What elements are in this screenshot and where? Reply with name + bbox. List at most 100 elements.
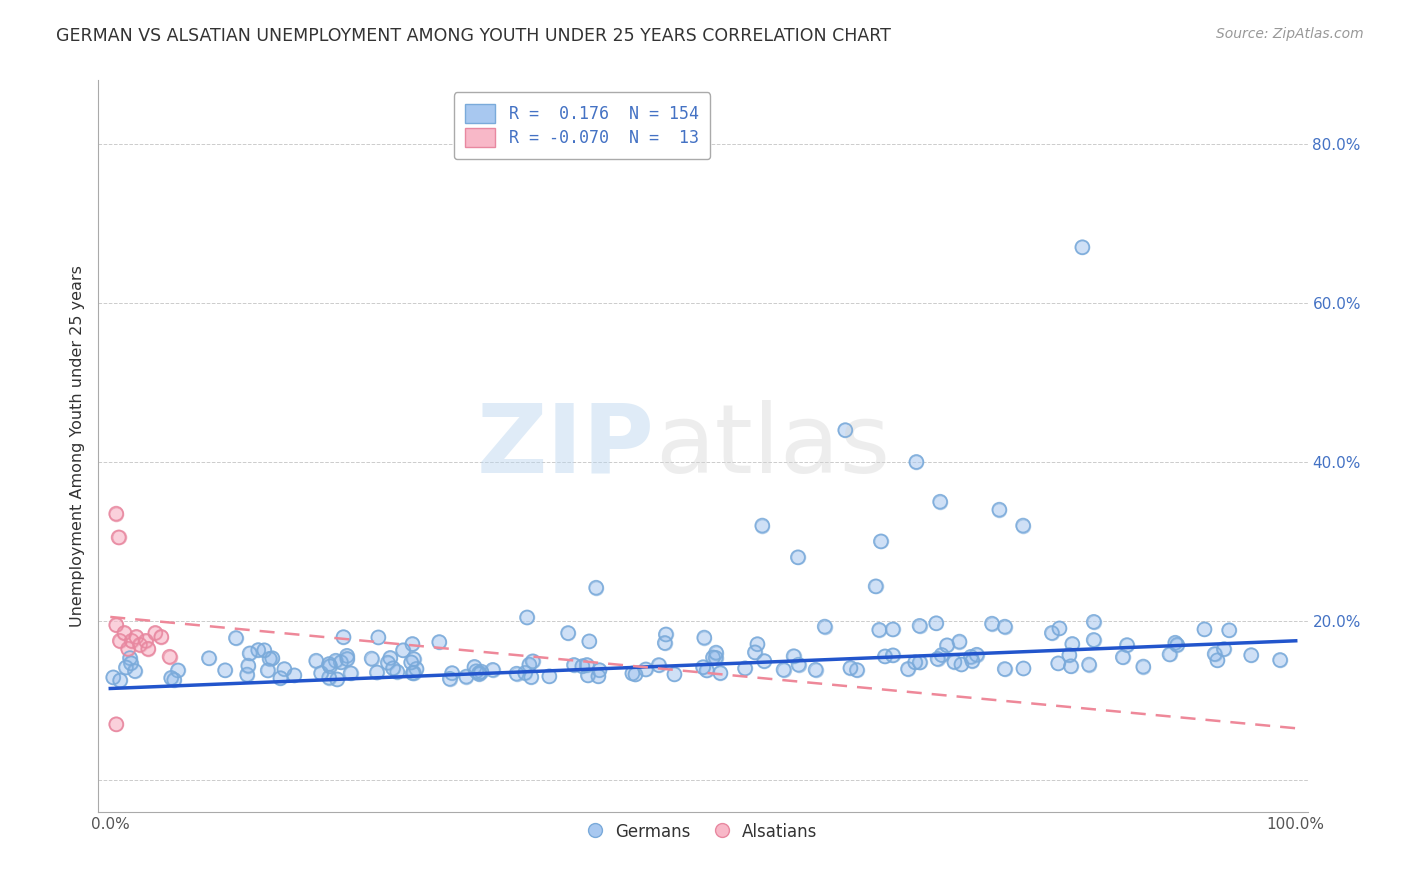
Point [868, 623, 890, 637]
Point [1059, 648, 1081, 662]
Point [1132, 659, 1154, 673]
Point [360, 651, 382, 665]
Point [107, 530, 129, 544]
Point [318, 657, 340, 671]
Point [108, 673, 131, 688]
Point [166, 664, 188, 678]
Point [869, 534, 891, 549]
Point [943, 655, 966, 669]
Point [405, 662, 427, 676]
Point [1047, 657, 1070, 671]
Point [366, 665, 388, 680]
Point [105, 717, 128, 731]
Point [588, 663, 610, 677]
Point [994, 662, 1017, 676]
Point [908, 656, 931, 670]
Point [845, 663, 868, 677]
Point [634, 663, 657, 677]
Point [882, 648, 904, 663]
Point [143, 625, 166, 640]
Point [772, 663, 794, 677]
Point [1040, 626, 1063, 640]
Point [702, 650, 724, 665]
Point [578, 634, 600, 648]
Point [538, 669, 561, 683]
Point [114, 625, 136, 640]
Point [704, 650, 727, 665]
Point [786, 550, 808, 565]
Point [129, 638, 152, 652]
Point [105, 618, 128, 632]
Point [1212, 642, 1234, 657]
Point [704, 646, 727, 660]
Point [621, 666, 644, 681]
Point [751, 518, 773, 533]
Point [702, 650, 724, 665]
Point [513, 665, 536, 680]
Point [1268, 653, 1291, 667]
Point [253, 643, 276, 657]
Point [325, 654, 347, 668]
Point [319, 659, 342, 673]
Point [814, 619, 837, 633]
Point [908, 619, 931, 633]
Point [575, 657, 598, 672]
Point [163, 673, 186, 687]
Point [236, 667, 259, 681]
Point [1166, 638, 1188, 652]
Point [329, 655, 352, 669]
Point [696, 664, 718, 678]
Point [709, 665, 731, 680]
Point [925, 616, 948, 631]
Point [105, 618, 128, 632]
Point [468, 665, 491, 680]
Point [387, 665, 409, 679]
Point [931, 648, 953, 662]
Point [118, 651, 141, 665]
Point [734, 661, 756, 675]
Point [948, 634, 970, 648]
Point [904, 655, 927, 669]
Point [845, 663, 868, 677]
Point [318, 671, 340, 685]
Point [440, 666, 463, 681]
Point [1268, 653, 1291, 667]
Point [994, 662, 1017, 676]
Point [247, 643, 270, 657]
Point [634, 663, 657, 677]
Point [585, 581, 607, 595]
Point [269, 671, 291, 685]
Point [839, 661, 862, 675]
Point [121, 633, 143, 648]
Point [399, 656, 422, 670]
Point [1206, 653, 1229, 667]
Point [239, 647, 262, 661]
Point [522, 654, 544, 668]
Point [865, 579, 887, 593]
Point [309, 666, 332, 681]
Point [1240, 648, 1263, 662]
Point [908, 656, 931, 670]
Point [744, 645, 766, 659]
Point [117, 641, 139, 656]
Point [1060, 659, 1083, 673]
Point [575, 657, 598, 672]
Point [994, 619, 1017, 633]
Point [562, 657, 585, 672]
Point [326, 673, 349, 687]
Point [962, 654, 984, 668]
Point [463, 660, 485, 674]
Point [401, 637, 423, 651]
Point [402, 665, 425, 680]
Point [1112, 650, 1135, 665]
Point [135, 633, 157, 648]
Point [1164, 635, 1187, 649]
Point [1083, 615, 1105, 629]
Point [256, 664, 278, 678]
Point [664, 667, 686, 681]
Point [283, 668, 305, 682]
Point [108, 633, 131, 648]
Point [865, 579, 887, 593]
Point [339, 666, 361, 681]
Point [1159, 648, 1181, 662]
